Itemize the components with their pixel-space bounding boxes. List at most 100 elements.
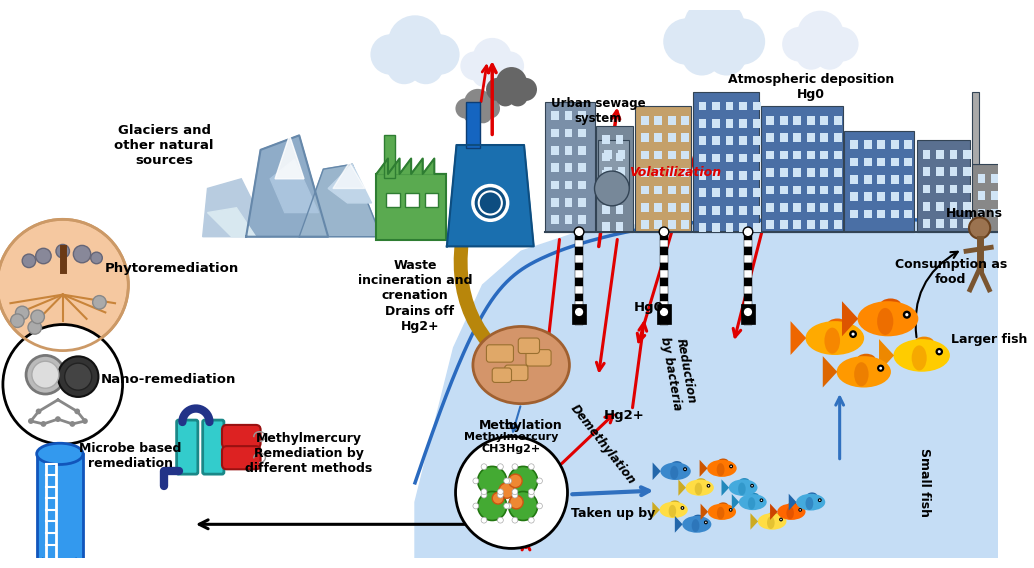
Bar [863,140,872,149]
Bar [565,128,573,137]
Circle shape [497,464,504,470]
Circle shape [504,478,510,484]
Bar [850,140,858,149]
Bar [699,223,706,232]
Ellipse shape [693,515,703,521]
Circle shape [797,11,844,57]
Bar [699,171,706,179]
Circle shape [65,363,92,390]
Circle shape [506,503,512,509]
Bar [668,168,675,177]
Bar [726,171,733,179]
Bar [712,171,720,179]
Polygon shape [879,339,894,371]
Bar [578,111,586,120]
Bar [891,210,899,218]
Ellipse shape [856,354,876,366]
Bar [739,102,747,110]
Text: Demethylation: Demethylation [568,402,638,487]
Circle shape [514,78,537,101]
FancyBboxPatch shape [203,420,224,474]
Bar [565,111,573,120]
Ellipse shape [893,339,950,371]
Bar [833,186,842,194]
Bar [660,232,668,240]
Bar [820,116,828,125]
Bar [739,189,747,197]
Text: Glaciers and
other natural
sources: Glaciers and other natural sources [115,124,214,167]
Circle shape [478,466,507,495]
Bar [964,167,971,176]
Bar [820,151,828,160]
Bar [575,302,583,309]
Circle shape [730,466,732,467]
Polygon shape [791,321,807,355]
Circle shape [497,492,504,498]
Bar [641,168,648,177]
Ellipse shape [36,443,83,465]
Bar [425,193,438,207]
Bar [807,151,815,160]
Circle shape [499,483,514,498]
Circle shape [528,489,535,495]
Circle shape [528,492,535,498]
Circle shape [852,333,855,336]
Bar [949,167,957,176]
Circle shape [0,219,128,350]
Circle shape [98,318,112,331]
Bar [850,210,858,218]
Bar [551,111,558,120]
Circle shape [495,86,515,106]
Bar [604,167,612,176]
Circle shape [512,492,518,498]
Ellipse shape [768,512,779,518]
Bar [575,317,583,324]
Circle shape [509,491,538,520]
Polygon shape [770,504,778,520]
Text: to
Methylmercury
CH3Hg2+: to Methylmercury CH3Hg2+ [464,421,558,454]
Ellipse shape [787,507,794,519]
Bar [376,174,446,240]
Circle shape [55,416,61,422]
Circle shape [938,350,941,353]
Bar [964,185,971,193]
Bar [850,157,858,166]
Text: Nano-remediation: Nano-remediation [101,373,237,386]
Bar [766,151,774,160]
Ellipse shape [661,462,691,480]
Bar [949,185,957,193]
Bar [668,220,675,229]
Ellipse shape [914,337,935,349]
Polygon shape [270,160,318,212]
Circle shape [509,474,522,488]
Bar [668,133,675,142]
Bar [668,151,675,160]
Circle shape [497,489,504,495]
Ellipse shape [692,519,699,532]
Bar [616,187,624,196]
Bar [602,187,610,196]
Bar [712,119,720,128]
Ellipse shape [708,504,736,520]
Circle shape [704,520,708,524]
Bar [744,294,752,302]
Circle shape [455,98,476,119]
Polygon shape [246,135,328,237]
Circle shape [705,521,706,523]
Bar [660,278,668,286]
Circle shape [419,34,459,75]
Bar [578,198,586,207]
Circle shape [496,67,527,98]
Circle shape [3,324,123,444]
Bar [681,203,689,212]
Circle shape [660,227,669,237]
Bar [545,102,596,232]
Bar [616,205,624,214]
Circle shape [481,464,487,470]
Bar [780,151,788,160]
Bar [616,135,624,144]
Ellipse shape [738,483,746,495]
Circle shape [480,98,500,119]
Circle shape [40,421,47,427]
Circle shape [799,509,801,511]
